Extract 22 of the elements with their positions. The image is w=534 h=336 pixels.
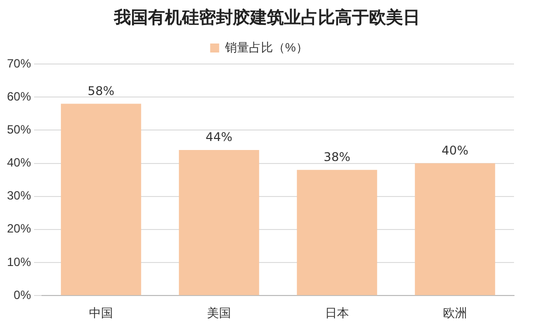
bar bbox=[60, 104, 142, 296]
data-label: 44% bbox=[206, 130, 232, 144]
chart-title: 我国有机硅密封胶建筑业占比高于欧美日 bbox=[112, 7, 421, 29]
y-tick-label: 20% bbox=[6, 222, 32, 236]
legend-label: 销量占比（%） bbox=[224, 40, 308, 54]
y-tick-label: 0% bbox=[14, 288, 32, 302]
y-tick-label: 40% bbox=[6, 156, 32, 170]
y-tick-label: 70% bbox=[6, 56, 32, 70]
data-label: 38% bbox=[324, 150, 350, 164]
y-tick-label: 50% bbox=[6, 122, 32, 136]
data-label: 40% bbox=[442, 143, 468, 158]
data-label: 58% bbox=[88, 84, 114, 98]
y-tick-label: 60% bbox=[6, 89, 32, 104]
bar bbox=[414, 163, 496, 296]
x-tick-label: 中国 bbox=[89, 306, 114, 320]
y-tick-label: 30% bbox=[6, 188, 32, 203]
bar bbox=[296, 170, 378, 296]
x-tick-label: 欧洲 bbox=[443, 306, 467, 320]
x-tick-label: 美国 bbox=[207, 306, 232, 320]
y-tick-label: 10% bbox=[6, 254, 32, 269]
x-tick-label: 日本 bbox=[325, 306, 350, 320]
bar bbox=[178, 150, 260, 296]
